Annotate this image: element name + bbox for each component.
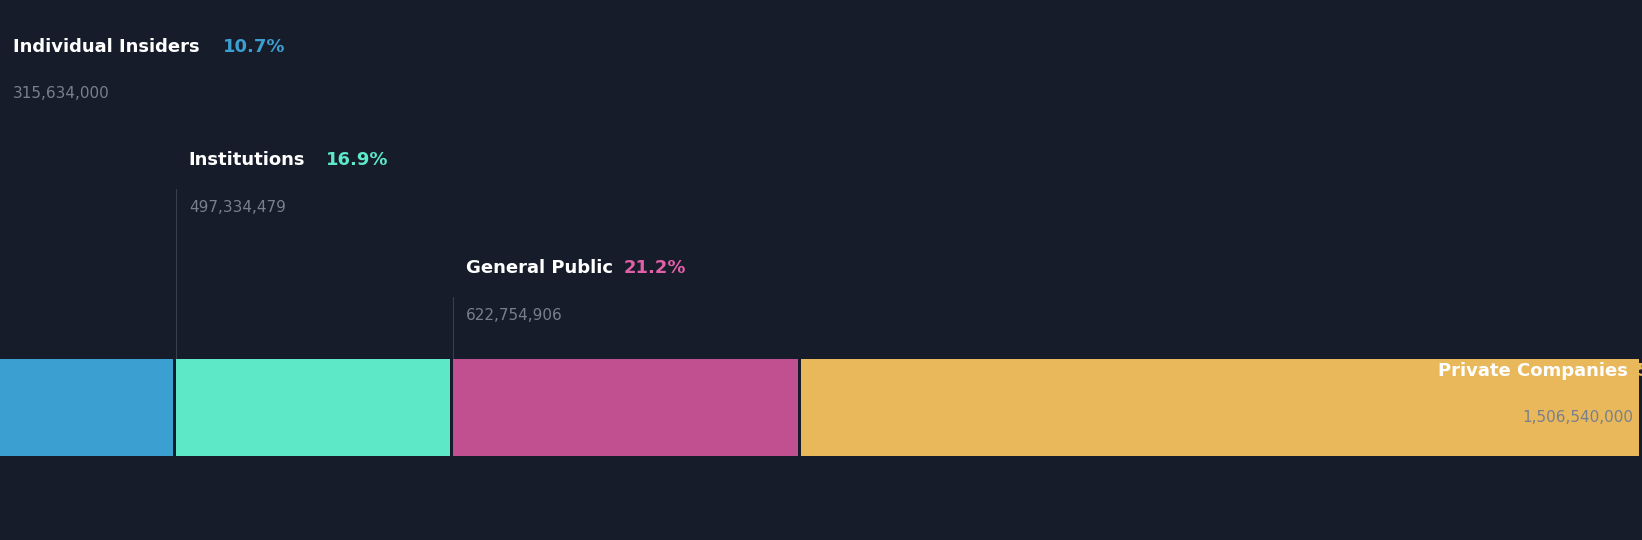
Text: 21.2%: 21.2% <box>624 259 686 277</box>
Text: Individual Insiders: Individual Insiders <box>13 38 200 56</box>
Text: 497,334,479: 497,334,479 <box>189 200 286 215</box>
Text: 10.7%: 10.7% <box>223 38 286 56</box>
Text: Institutions: Institutions <box>189 151 305 169</box>
Bar <box>0 359 172 456</box>
Text: 1,506,540,000: 1,506,540,000 <box>1522 410 1634 426</box>
Text: Private Companies: Private Companies <box>1438 362 1634 380</box>
Text: General Public: General Public <box>466 259 614 277</box>
Text: 16.9%: 16.9% <box>325 151 388 169</box>
Bar <box>453 359 798 456</box>
Text: 51.2%: 51.2% <box>1637 362 1642 380</box>
Text: 622,754,906: 622,754,906 <box>466 308 563 323</box>
Bar <box>176 359 450 456</box>
Text: 315,634,000: 315,634,000 <box>13 86 110 102</box>
Bar <box>801 359 1639 456</box>
